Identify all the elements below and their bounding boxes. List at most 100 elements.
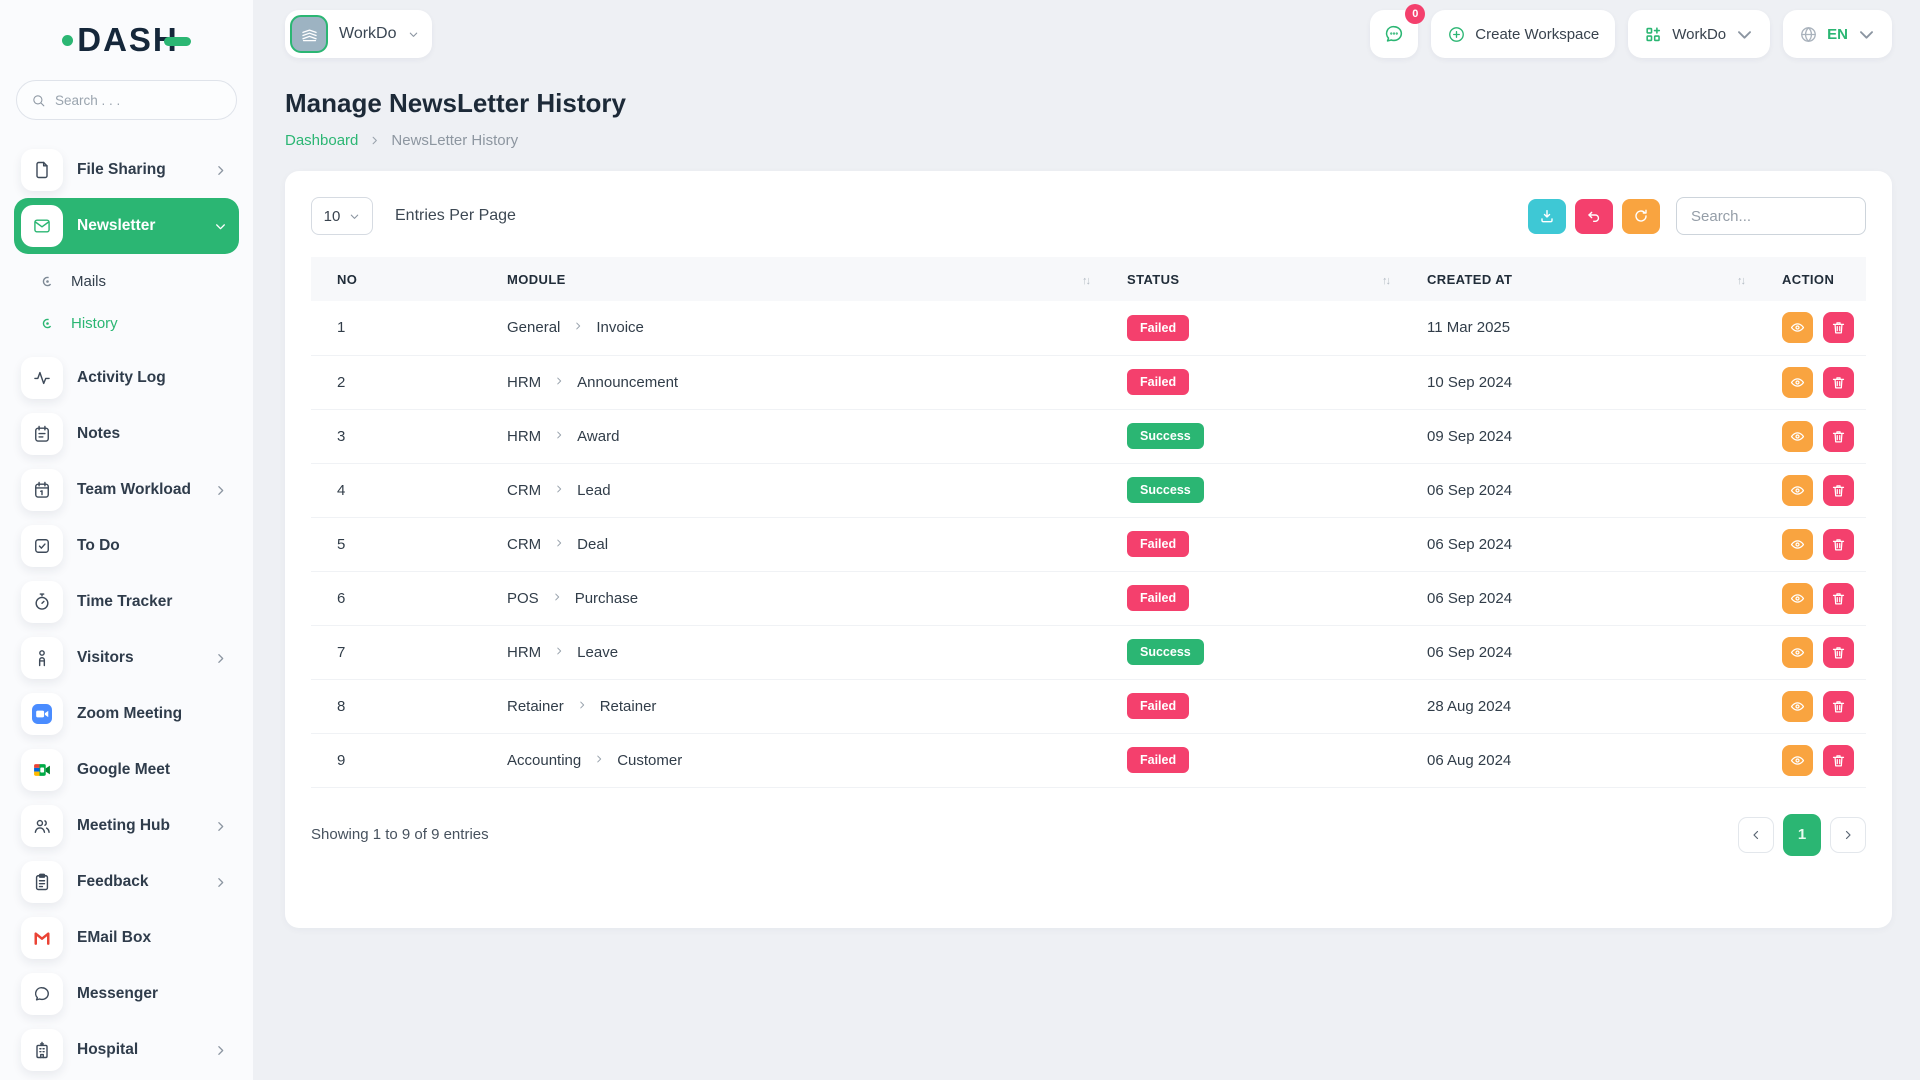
cell-status: Failed	[1101, 733, 1401, 788]
sidebar-search-input[interactable]	[55, 92, 222, 108]
sidebar-item-meeting-hub[interactable]: Meeting Hub	[14, 798, 239, 854]
status-badge: Failed	[1127, 585, 1190, 611]
chat-icon	[21, 973, 63, 1015]
sidebar-item-label: Newsletter	[77, 217, 156, 234]
view-button[interactable]	[1782, 474, 1813, 506]
previous-page-button[interactable]	[1738, 816, 1774, 853]
messages-button[interactable]: 0	[1370, 4, 1426, 58]
eye-icon	[1790, 591, 1805, 606]
eye-icon	[1790, 429, 1805, 444]
sidebar-item-google-meet[interactable]: Google Meet	[14, 742, 239, 798]
trash-icon	[1831, 320, 1846, 335]
cell-no: 5	[311, 517, 481, 572]
view-button[interactable]	[1782, 636, 1813, 668]
view-button[interactable]	[1782, 690, 1813, 722]
sort-icon[interactable]: ↑↓	[1082, 274, 1091, 287]
sidebar-item-messenger[interactable]: Messenger	[14, 966, 239, 1022]
sidebar-item-label: Messenger	[77, 985, 158, 1002]
delete-button[interactable]	[1823, 420, 1854, 452]
workdo-menu-button[interactable]: WorkDo	[1628, 10, 1771, 58]
sidebar-item-newsletter[interactable]: Newsletter	[14, 198, 239, 254]
trash-icon	[1831, 429, 1846, 444]
sidebar-item-email-box[interactable]: EMail Box	[14, 910, 239, 966]
cell-action	[1756, 463, 1866, 518]
file-icon	[21, 149, 63, 191]
create-workspace-label: Create Workspace	[1475, 25, 1600, 43]
delete-button[interactable]	[1823, 474, 1854, 506]
delete-button[interactable]	[1823, 582, 1854, 614]
chevron-right-icon	[573, 321, 583, 331]
view-button[interactable]	[1782, 366, 1813, 398]
sidebar-subitem-mails[interactable]: Mails	[41, 260, 239, 302]
sidebar-item-hospital[interactable]: Hospital	[14, 1022, 239, 1078]
sidebar-item-team-workload[interactable]: Team Workload	[14, 462, 239, 518]
entries-per-page-label: Entries Per Page	[395, 207, 516, 224]
sidebar-item-notes[interactable]: Notes	[14, 406, 239, 462]
export-button[interactable]	[1528, 198, 1566, 234]
globe-icon	[1799, 25, 1818, 44]
refresh-button[interactable]	[1622, 198, 1660, 234]
view-button[interactable]	[1782, 312, 1813, 344]
view-button[interactable]	[1782, 420, 1813, 452]
sort-icon[interactable]: ↑↓	[1737, 274, 1746, 287]
alarm-icon	[21, 581, 63, 623]
delete-button[interactable]	[1823, 312, 1854, 344]
submodule-name: Customer	[617, 751, 683, 769]
target-icon	[41, 317, 54, 330]
status-badge: Failed	[1127, 747, 1190, 773]
cell-created-at: 09 Sep 2024	[1401, 409, 1756, 464]
entries-per-page-select[interactable]: 10	[311, 197, 373, 235]
breadcrumb-dashboard-link[interactable]: Dashboard	[285, 132, 359, 149]
sidebar-item-activity-log[interactable]: Activity Log	[14, 350, 239, 406]
sidebar-search[interactable]	[16, 80, 237, 120]
sidebar-item-label: Zoom Meeting	[77, 705, 183, 722]
module-name: HRM	[507, 643, 542, 661]
cell-no: 2	[311, 355, 481, 410]
sidebar-item-feedback[interactable]: Feedback	[14, 854, 239, 910]
chevron-right-icon	[554, 484, 564, 494]
sidebar-subitem-history[interactable]: History	[41, 302, 239, 344]
workspace-selector[interactable]: WorkDo	[285, 10, 432, 58]
column-header-created-at[interactable]: CREATED AT ↑↓	[1401, 257, 1756, 301]
chevron-down-icon	[1735, 25, 1754, 44]
sidebar: DASH File Sharing Newsletter Mails History A…	[0, 0, 253, 1080]
sidebar-item-visitors[interactable]: Visitors	[14, 630, 239, 686]
card-header: 10 Entries Per Page	[311, 197, 1866, 235]
table-search-input[interactable]	[1676, 197, 1866, 235]
view-button[interactable]	[1782, 582, 1813, 614]
language-selector[interactable]: EN	[1783, 10, 1892, 58]
cell-created-at: 10 Sep 2024	[1401, 355, 1756, 410]
create-workspace-button[interactable]: Create Workspace	[1431, 10, 1616, 58]
delete-button[interactable]	[1823, 366, 1854, 398]
cell-status: Failed	[1101, 571, 1401, 626]
delete-button[interactable]	[1823, 690, 1854, 722]
breadcrumb-current: NewsLetter History	[391, 132, 519, 149]
delete-button[interactable]	[1823, 528, 1854, 560]
sidebar-item-label: Google Meet	[77, 761, 171, 778]
column-header-status[interactable]: STATUS ↑↓	[1101, 257, 1401, 301]
sidebar-item-time-tracker[interactable]: Time Tracker	[14, 574, 239, 630]
brand-logo[interactable]: DASH	[62, 23, 191, 56]
sidebar-item-file-sharing[interactable]: File Sharing	[14, 142, 239, 198]
status-badge: Success	[1127, 639, 1204, 665]
card-footer: Showing 1 to 9 of 9 entries 1	[311, 813, 1866, 856]
delete-button[interactable]	[1823, 744, 1854, 776]
table-row: 5 CRM Deal Failed 06 Sep 2024	[311, 517, 1866, 572]
sort-icon[interactable]: ↑↓	[1382, 274, 1391, 287]
status-badge: Failed	[1127, 314, 1190, 341]
column-header-module[interactable]: MODULE ↑↓	[481, 257, 1101, 301]
target-icon	[41, 275, 54, 288]
search-icon	[31, 93, 46, 108]
delete-button[interactable]	[1823, 636, 1854, 668]
current-page-button[interactable]: 1	[1783, 813, 1821, 856]
sidebar-item-to-do[interactable]: To Do	[14, 518, 239, 574]
sidebar-item-label: Meeting Hub	[77, 817, 170, 834]
submodule-name: Lead	[577, 481, 611, 499]
undo-button[interactable]	[1575, 198, 1613, 234]
chevron-right-icon	[214, 820, 227, 833]
sidebar-item-zoom-meeting[interactable]: Zoom Meeting	[14, 686, 239, 742]
view-button[interactable]	[1782, 744, 1813, 776]
cell-created-at: 11 Mar 2025	[1401, 301, 1756, 356]
view-button[interactable]	[1782, 528, 1813, 560]
next-page-button[interactable]	[1830, 816, 1866, 853]
